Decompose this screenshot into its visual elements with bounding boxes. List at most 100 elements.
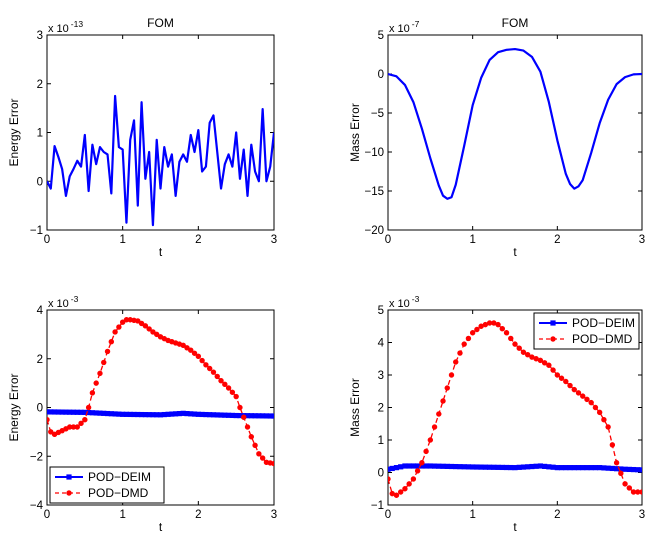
y-tick-label: −20 <box>364 225 384 237</box>
series-2-point <box>457 350 463 356</box>
series-2-point <box>199 357 205 364</box>
series-1-point <box>142 412 148 418</box>
series-2-point <box>520 349 527 355</box>
exponent-power: -7 <box>412 19 420 29</box>
series-1-point <box>448 463 455 470</box>
series-1-point <box>210 412 217 418</box>
series-2-point <box>48 429 54 435</box>
series-1-point <box>410 463 416 469</box>
series-1-point <box>630 466 637 473</box>
series-1-point <box>453 463 459 470</box>
x-tick-label: 1 <box>119 509 125 521</box>
series-1-point <box>180 410 186 416</box>
series-1-point <box>222 412 228 418</box>
series-1-point <box>165 411 171 417</box>
series-1-point <box>461 464 467 470</box>
series-2-point <box>78 420 84 427</box>
series-1-point <box>457 464 463 470</box>
series-2-point <box>248 434 255 440</box>
x-tick-label: 3 <box>639 509 645 521</box>
exponent-power: -3 <box>71 294 79 304</box>
series-2-point <box>244 424 251 430</box>
y-tick-label: −5 <box>371 108 384 120</box>
series-2-point <box>402 486 408 492</box>
series-1-point <box>622 466 628 472</box>
series-1-point <box>108 411 114 417</box>
x-axis-label: t <box>513 245 517 259</box>
series-1-point <box>605 465 611 471</box>
series-2-point <box>191 350 198 356</box>
y-tick-label: 2 <box>37 79 43 91</box>
exponent-base: x 10 <box>48 23 69 35</box>
series-1-point <box>388 466 391 472</box>
series-1-point <box>597 465 603 471</box>
series-2-point <box>406 481 412 487</box>
series-2-point <box>512 341 518 347</box>
series-1-point <box>157 412 164 418</box>
y-tick-label: −15 <box>364 186 384 198</box>
series-2-point <box>101 359 107 366</box>
series-1-point <box>244 413 251 419</box>
series-1-point <box>191 411 198 417</box>
series-1-point <box>233 412 239 419</box>
series-2-point <box>410 476 417 482</box>
series-2-point <box>93 380 99 386</box>
series-1-point <box>176 410 183 417</box>
y-tick-label: −2 <box>30 451 43 463</box>
series-1-point <box>51 409 58 415</box>
series-1-point <box>393 465 400 471</box>
series-2-point <box>618 470 624 477</box>
series-2-point <box>537 357 544 364</box>
series-1-point <box>436 463 442 469</box>
series-1-point <box>146 412 152 418</box>
exponent-base: x 10 <box>389 298 410 310</box>
legend: POD−DEIM POD−DMD <box>533 312 640 350</box>
series-2-point <box>508 335 514 342</box>
series-2-point <box>414 468 421 474</box>
series-1-point <box>550 464 556 470</box>
chart-title: FOM <box>502 16 529 30</box>
series-2-point <box>271 460 274 467</box>
y-tick-label: 5 <box>378 305 384 317</box>
series-2-point <box>516 345 522 351</box>
series-2-point <box>575 390 582 396</box>
series-2-point <box>398 489 404 495</box>
series-1-point <box>626 466 632 473</box>
series-2-point <box>584 396 590 403</box>
legend-label-2: POD−DMD <box>88 486 149 500</box>
x-tick-label: 3 <box>271 234 277 246</box>
series-2-point <box>592 404 599 411</box>
series-1-point <box>93 410 99 416</box>
series-2-point <box>218 377 224 384</box>
series-1-point <box>533 463 539 469</box>
series-2-point <box>142 323 149 329</box>
series-1-point <box>478 464 484 470</box>
x-tick-label: 1 <box>119 234 125 246</box>
series-2-point <box>85 404 92 411</box>
series-2-point <box>222 381 228 388</box>
y-tick-label: −1 <box>30 225 43 237</box>
series-1-point <box>127 411 133 418</box>
series-1-point <box>173 411 179 417</box>
series-1-point <box>135 411 141 418</box>
series-2-point <box>622 481 628 487</box>
series-1-point <box>101 410 107 416</box>
series-2-point <box>601 416 607 423</box>
series-1-point <box>465 464 472 470</box>
series-1-point <box>116 411 122 417</box>
series-1-point <box>82 409 88 415</box>
series-2-point <box>259 455 266 461</box>
exponent-label: x 10 -7 <box>389 19 420 35</box>
series-1-point <box>567 465 573 471</box>
exponent-power: -13 <box>71 19 84 29</box>
y-tick-label: −1 <box>371 500 384 512</box>
series-2-point <box>237 404 243 411</box>
series-2-point <box>119 319 126 325</box>
chart-2: 0 1 2 3 −20 −15 −10 −5 0 5 x 10 -7 FOM t Mass Error <box>348 16 645 259</box>
series-1-point <box>406 463 412 469</box>
plot-area <box>46 34 275 231</box>
legend-marker-1 <box>66 474 72 480</box>
legend-marker-2 <box>550 336 556 342</box>
x-tick-label: 3 <box>639 234 645 246</box>
